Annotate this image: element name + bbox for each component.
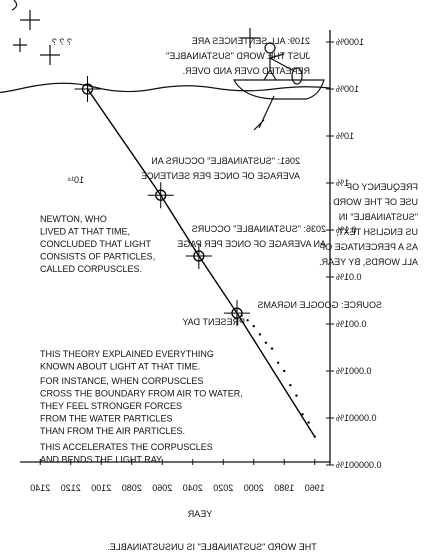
x-tick-label: 2080: [122, 483, 142, 493]
net: [291, 67, 303, 85]
overlay-text: THIS THEORY EXPLAINED EVERYTHING: [40, 349, 214, 359]
y-tick-label: 1000%: [336, 37, 364, 47]
data-point: [264, 341, 268, 344]
x-tick-label: 2000: [244, 483, 264, 493]
overlay-text: KNOWN ABOUT LIGHT AT THAT TIME.: [40, 362, 200, 372]
crosshair: [185, 242, 212, 269]
source-note: SOURCE: GOOGLE NGRAMS: [257, 300, 382, 310]
milestone-label: PRESENT DAY: [182, 317, 245, 327]
overlay-text: LIVED AT THAT TIME,: [40, 227, 130, 237]
y-tick-label: 0.000001%: [336, 460, 382, 470]
data-point: [246, 319, 249, 322]
data-point: [301, 413, 304, 416]
data-point: [295, 394, 298, 397]
y-axis-label: USE OF THE WORD: [333, 197, 418, 207]
data-point: [252, 324, 255, 328]
annotation: 10¹⁶: [67, 175, 84, 185]
milestone-label: JUST THE WORD "SUSTAINABLE": [166, 51, 310, 61]
milestone-label: AVERAGE OF ONCE PER SENTENCE: [141, 171, 300, 181]
oar: [253, 95, 275, 131]
overlay-text: FOR INSTANCE, WHEN CORPUSCLES: [40, 376, 203, 386]
milestone-label: 2061: "SUSTAINABLE" OCCURS AN: [151, 156, 300, 166]
y-tick-label: 0.00001%: [336, 413, 377, 423]
overlay-text: NEWTON, WHO: [40, 214, 107, 224]
overlay-text: FROM THE WATER PARTICLES: [40, 414, 173, 424]
y-axis-label: "SUSTAINABLE" IN: [339, 212, 418, 222]
y-axis-label: FREQUENCY OF: [346, 182, 418, 192]
y-tick-label: 10%: [336, 131, 354, 141]
milestone-label: AN AVERAGE OF ONCE PER PAGE: [177, 239, 326, 249]
x-tick-label: 1980: [274, 483, 294, 493]
milestone-label: REPEATED OVER AND OVER.: [183, 66, 310, 76]
y-tick-label: 100%: [336, 84, 359, 94]
y-axis-label: US ENGLISH TEXT,: [337, 227, 418, 237]
x-tick-label: 2120: [61, 483, 81, 493]
x-tick-label: 2140: [30, 483, 50, 493]
y-tick-label: 0.0001%: [336, 366, 372, 376]
overlay-text: THIS ACCELERATES THE CORPUSCLES: [40, 442, 213, 452]
crosshair: [147, 182, 174, 209]
overlay-text: CONSISTS OF PARTICLES,: [40, 252, 155, 262]
overlay-text: THEY FEEL STRONGER FORCES: [40, 401, 182, 411]
overlay-text: AND BENDS THE LIGHT RAY.: [40, 455, 163, 465]
y-tick-label: 0.01%: [336, 272, 362, 282]
chart-title: THE WORD "SUSTAINABLE" IS UNSUSTAINABLE.: [107, 542, 317, 552]
x-axis-label: YEAR: [187, 509, 212, 519]
crosshair: [74, 75, 101, 102]
figure-body: [263, 53, 293, 81]
milestone-label: 2109: ALL SENTENCES ARE: [192, 36, 310, 46]
x-tick-label: 2060: [152, 483, 172, 493]
crosshair: [223, 300, 250, 327]
y-tick-label: 0.1%: [336, 225, 357, 235]
data-point: [289, 383, 292, 387]
x-tick-label: 2020: [213, 483, 233, 493]
y-tick-label: 0.001%: [336, 319, 367, 329]
water-line: [0, 82, 331, 93]
overlay-text: CROSS THE BOUNDARY FROM AIR TO WATER,: [40, 389, 243, 399]
x-tick-label: 2100: [91, 483, 111, 493]
overlay-text: CALLED CORPUSCLES.: [40, 264, 142, 274]
y-axis-label: ALL WORDS, BY YEAR.: [319, 257, 418, 267]
data-point: [270, 347, 274, 350]
data-point: [276, 361, 280, 364]
annotation: ? ? ?: [52, 37, 72, 47]
mirrored-comic: 1000% 100% 10% 1% 0.1% 0.01% 0.001% 0.0001% 0.00…: [0, 0, 418, 552]
overlay-text: CONCLUDED THAT LIGHT: [40, 239, 152, 249]
x-tick-label: 2040: [183, 483, 203, 493]
data-point: [283, 369, 286, 373]
data-point: [307, 421, 310, 424]
overlay-text: THAN FROM THE AIR PARTICLES.: [40, 426, 185, 436]
boat: [232, 79, 325, 100]
stars: [13, 10, 260, 65]
data-point: [258, 333, 262, 336]
y-tick-label: 1%: [336, 178, 349, 188]
x-tick-label: 1960: [305, 483, 325, 493]
milestone-label: 2036: "SUSTAINABLE" OCCURS: [192, 224, 326, 234]
y-axis-label: AS A PERCENTAGE OF: [319, 242, 418, 252]
corner-mark: [11, 0, 18, 11]
